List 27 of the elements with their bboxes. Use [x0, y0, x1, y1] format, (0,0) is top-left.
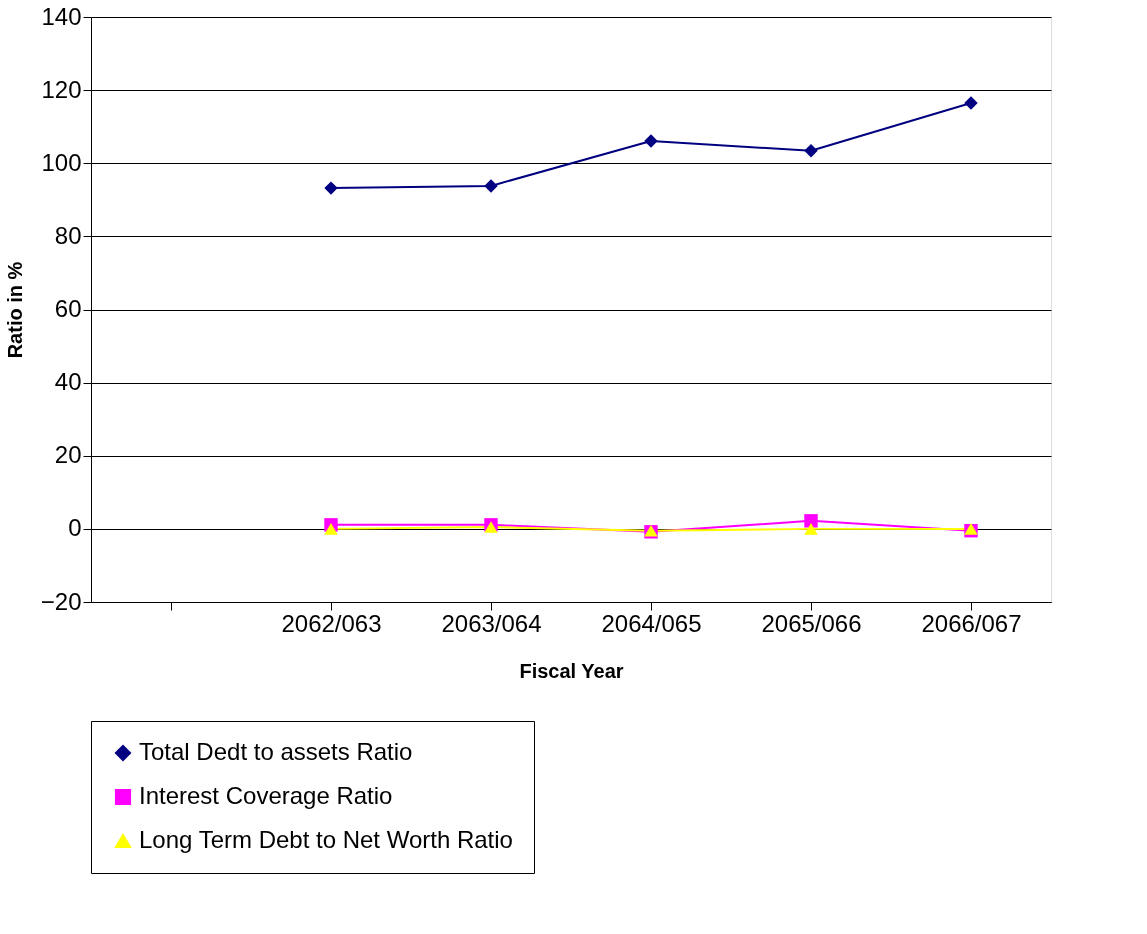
point	[484, 179, 498, 193]
x-tick-label: 2065/066	[761, 609, 862, 637]
x-tick-label: 2064/065	[601, 609, 702, 637]
legend-label: Long Term Debt to Net Worth Ratio	[139, 826, 513, 853]
y-tick-label: 0	[68, 514, 82, 542]
legend-label: Total Dedt to assets Ratio	[139, 738, 413, 765]
y-tick-label: 140	[41, 2, 82, 30]
point	[644, 134, 658, 148]
point	[804, 144, 818, 158]
x-tick-label: 2062/063	[281, 609, 382, 637]
y-tick-label: 40	[54, 368, 82, 396]
y-tick-label: 60	[54, 295, 82, 322]
point	[964, 96, 978, 110]
y-axis-title: Ratio in %	[3, 261, 26, 359]
point	[324, 181, 338, 195]
y-tick-label: 80	[54, 221, 82, 249]
point	[324, 523, 338, 535]
y-tick-label: −20	[40, 587, 82, 615]
y-tick-label: 120	[41, 75, 82, 103]
y-tick-label: 100	[41, 148, 82, 176]
point	[804, 514, 818, 528]
x-tick-label: 2066/067	[921, 609, 1022, 637]
legend-label: Interest Coverage Ratio	[139, 782, 393, 809]
point	[804, 523, 818, 535]
x-axis-title: Fiscal Year	[519, 659, 624, 682]
y-tick-label: 20	[54, 441, 82, 469]
x-tick-label: 2063/064	[441, 609, 542, 637]
